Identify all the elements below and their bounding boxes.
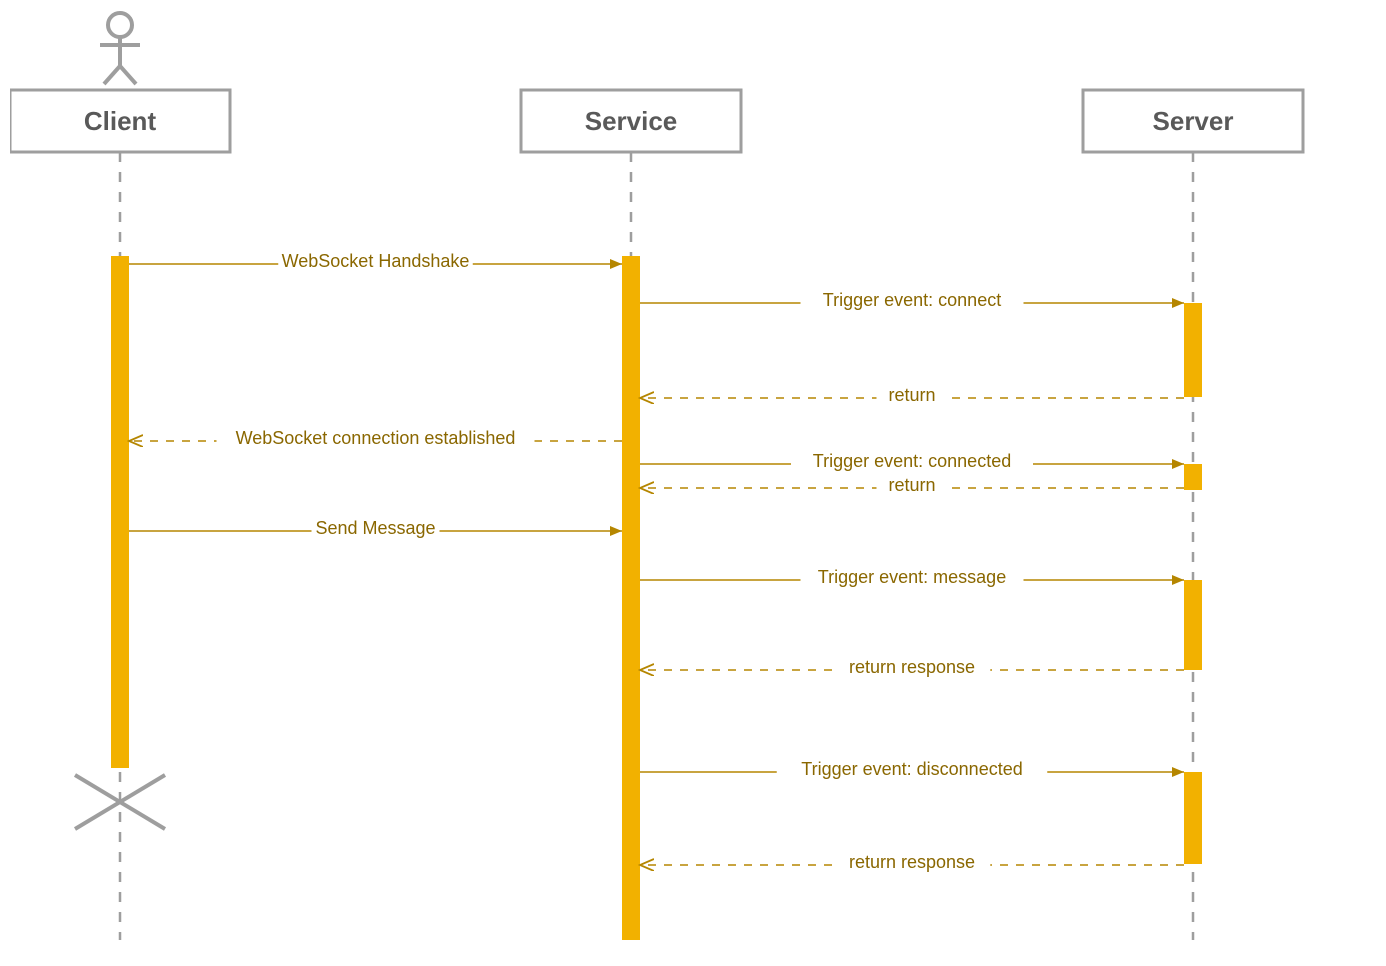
participant-label-client: Client <box>84 106 157 136</box>
message-label-8: return response <box>849 657 975 677</box>
activation-server-2 <box>1184 303 1202 397</box>
message-label-0: WebSocket Handshake <box>282 251 470 271</box>
message-label-5: return <box>888 475 935 495</box>
message-label-6: Send Message <box>315 518 435 538</box>
activation-client-0 <box>111 256 129 768</box>
actor-icon <box>108 13 132 37</box>
participant-label-service: Service <box>585 106 678 136</box>
message-label-9: Trigger event: disconnected <box>801 759 1022 779</box>
sequence-diagram: Client Service Server WebSocket Handshake Tr… <box>10 10 1376 956</box>
message-label-10: return response <box>849 852 975 872</box>
message-label-3: WebSocket connection established <box>236 428 516 448</box>
activation-server-4 <box>1184 580 1202 670</box>
activation-server-3 <box>1184 464 1202 490</box>
activation-server-5 <box>1184 772 1202 864</box>
participant-label-server: Server <box>1153 106 1234 136</box>
activation-service-1 <box>622 256 640 940</box>
message-label-7: Trigger event: message <box>818 567 1006 587</box>
message-label-1: Trigger event: connect <box>823 290 1001 310</box>
message-label-4: Trigger event: connected <box>813 451 1011 471</box>
message-label-2: return <box>888 385 935 405</box>
